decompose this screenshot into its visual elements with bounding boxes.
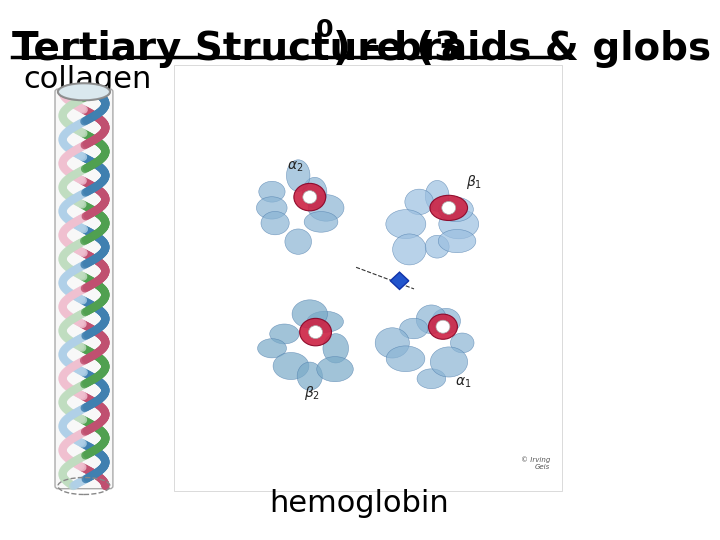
Ellipse shape [294,184,325,211]
Ellipse shape [258,181,285,202]
Text: 0: 0 [315,18,333,42]
Text: collagen: collagen [23,65,151,94]
Ellipse shape [292,300,328,328]
Ellipse shape [386,210,426,239]
Ellipse shape [317,356,354,382]
Text: © Irving
Geis: © Irving Geis [521,456,550,470]
Ellipse shape [426,235,449,258]
FancyBboxPatch shape [55,89,113,489]
Ellipse shape [428,314,457,339]
Circle shape [436,320,450,333]
Text: $\beta_1$: $\beta_1$ [466,173,482,191]
Ellipse shape [426,180,449,211]
Text: hemoglobin: hemoglobin [269,489,449,518]
Ellipse shape [58,83,110,100]
Ellipse shape [405,189,433,214]
Ellipse shape [386,346,425,372]
Text: $\beta_2$: $\beta_2$ [304,384,320,402]
Ellipse shape [308,194,344,221]
Ellipse shape [438,230,476,253]
Ellipse shape [416,305,446,334]
Ellipse shape [451,333,474,353]
Ellipse shape [297,362,323,390]
Ellipse shape [438,197,473,221]
Ellipse shape [273,353,309,380]
Ellipse shape [258,339,287,358]
Ellipse shape [307,311,343,332]
Ellipse shape [300,319,331,346]
Ellipse shape [438,210,479,239]
Ellipse shape [431,347,468,377]
Text: $\alpha_2$: $\alpha_2$ [287,160,303,174]
Ellipse shape [417,369,446,389]
Ellipse shape [256,197,287,219]
Circle shape [309,326,323,339]
Ellipse shape [302,177,327,207]
Ellipse shape [261,212,289,235]
Circle shape [442,201,456,214]
Ellipse shape [323,334,348,363]
Ellipse shape [432,308,461,334]
Text: ) - braids & globs: ) - braids & globs [333,30,711,68]
Ellipse shape [285,229,312,254]
Circle shape [303,191,317,204]
Ellipse shape [392,234,426,265]
FancyBboxPatch shape [174,65,562,491]
Ellipse shape [400,318,428,339]
Text: $\alpha_1$: $\alpha_1$ [454,376,471,390]
Ellipse shape [375,328,410,358]
Polygon shape [390,272,409,289]
Ellipse shape [304,212,338,232]
Ellipse shape [430,195,467,220]
Ellipse shape [270,324,299,344]
Text: Tertiary Structure (3: Tertiary Structure (3 [12,30,461,68]
Ellipse shape [287,160,310,192]
Ellipse shape [58,83,110,100]
